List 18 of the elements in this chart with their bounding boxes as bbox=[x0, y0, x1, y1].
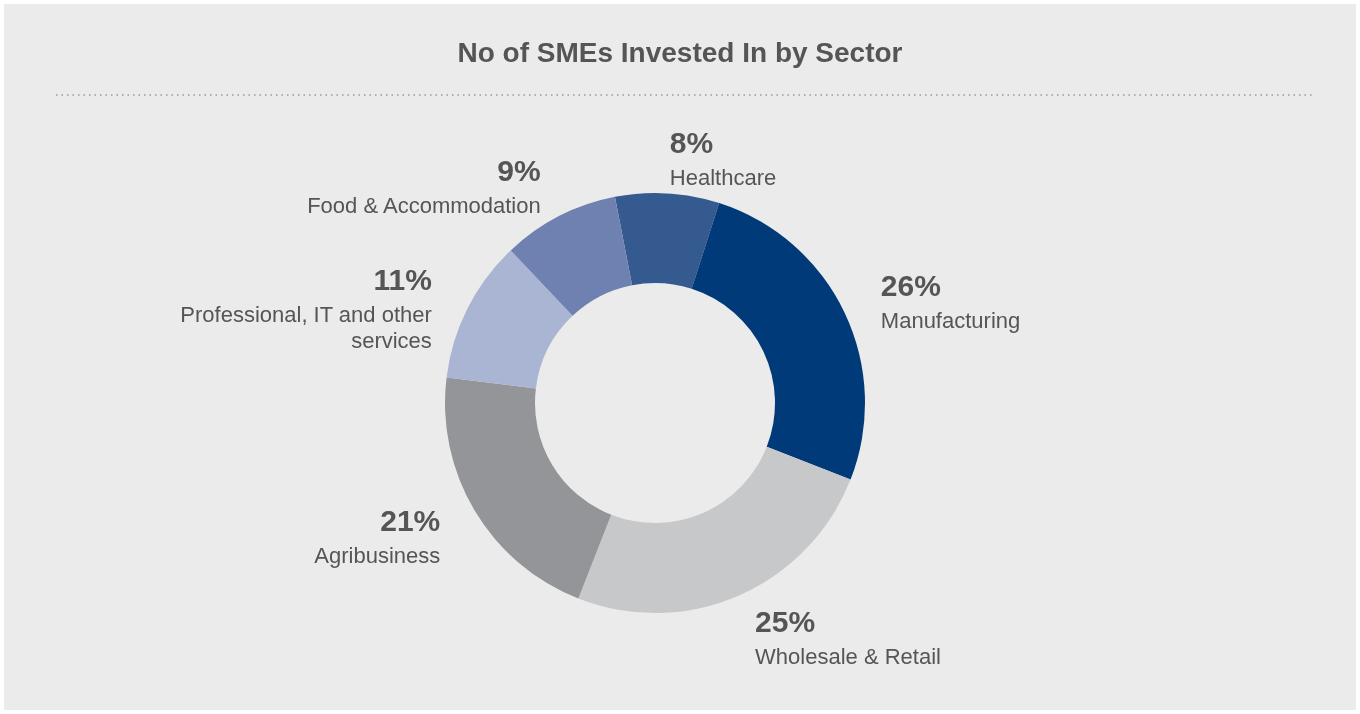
slice-label: Wholesale & Retail bbox=[755, 644, 941, 670]
data-label: 26% bbox=[880, 268, 941, 302]
data-label: 11% bbox=[373, 263, 432, 297]
slice-label: Professional, IT and other services bbox=[180, 302, 432, 354]
data-label: 8% bbox=[669, 126, 714, 160]
donut-slice bbox=[691, 203, 865, 480]
donut-slice bbox=[445, 377, 612, 599]
donut-slice bbox=[614, 193, 720, 289]
donut-slice bbox=[446, 250, 573, 389]
slice-label: Food & Accommodation bbox=[307, 192, 541, 218]
data-label: 21% bbox=[380, 504, 441, 538]
data-label: 25% bbox=[755, 605, 816, 639]
slice-label: Agribusiness bbox=[314, 543, 441, 569]
slice-label: Healthcare bbox=[669, 165, 777, 191]
data-label: 9% bbox=[497, 153, 541, 187]
chart-title: No of SMEs Invested In by Sector bbox=[457, 37, 903, 68]
slice-label: Manufacturing bbox=[880, 307, 1021, 333]
donut-slice bbox=[578, 446, 851, 613]
